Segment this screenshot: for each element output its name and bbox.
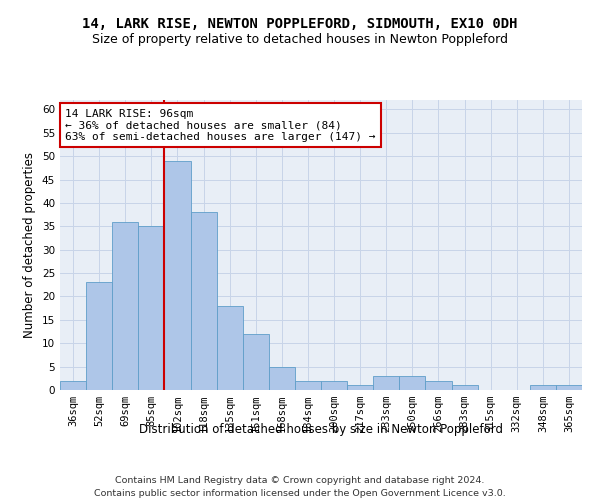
Bar — [295, 380, 321, 390]
Bar — [269, 366, 295, 390]
Bar — [242, 334, 269, 390]
Bar — [164, 161, 191, 390]
Text: 14 LARK RISE: 96sqm
← 36% of detached houses are smaller (84)
63% of semi-detach: 14 LARK RISE: 96sqm ← 36% of detached ho… — [65, 108, 376, 142]
Bar — [112, 222, 139, 390]
Bar — [452, 386, 478, 390]
Bar — [86, 282, 112, 390]
Bar — [373, 376, 400, 390]
Bar — [425, 380, 452, 390]
Bar — [217, 306, 243, 390]
Bar — [347, 386, 373, 390]
Bar — [556, 386, 582, 390]
Text: Size of property relative to detached houses in Newton Poppleford: Size of property relative to detached ho… — [92, 32, 508, 46]
Bar — [321, 380, 347, 390]
Text: 14, LARK RISE, NEWTON POPPLEFORD, SIDMOUTH, EX10 0DH: 14, LARK RISE, NEWTON POPPLEFORD, SIDMOU… — [82, 18, 518, 32]
Y-axis label: Number of detached properties: Number of detached properties — [23, 152, 37, 338]
Bar — [191, 212, 217, 390]
Bar — [60, 380, 86, 390]
Bar — [400, 376, 425, 390]
Bar — [139, 226, 164, 390]
Text: Contains HM Land Registry data © Crown copyright and database right 2024.
Contai: Contains HM Land Registry data © Crown c… — [94, 476, 506, 498]
Text: Distribution of detached houses by size in Newton Poppleford: Distribution of detached houses by size … — [139, 422, 503, 436]
Bar — [530, 386, 556, 390]
